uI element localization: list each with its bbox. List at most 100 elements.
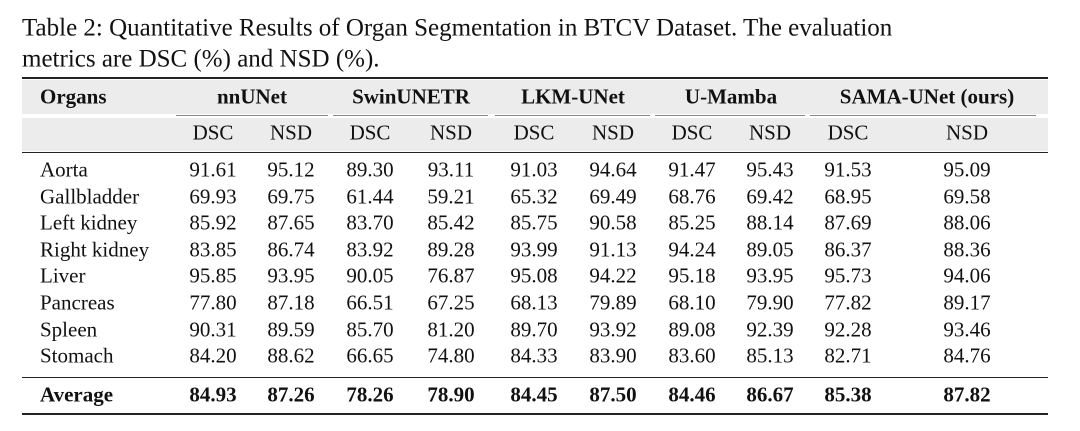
cell-value: 69.49 <box>589 184 637 209</box>
cell-value: 93.11 <box>427 157 475 182</box>
cell-value: 94.22 <box>589 263 637 288</box>
cell-value: 89.05 <box>746 237 794 262</box>
cell-value: 95.43 <box>746 157 794 182</box>
cell-value: 69.58 <box>943 184 991 209</box>
group-rule <box>333 115 488 116</box>
cell-value: 87.69 <box>824 210 872 235</box>
average-value: 84.93 <box>189 382 237 407</box>
group-header: LKM-UNet <box>521 84 625 109</box>
average-value: 87.26 <box>267 382 315 407</box>
row-label: Liver <box>40 263 86 288</box>
cell-value: 83.60 <box>668 343 716 368</box>
cell-value: 89.08 <box>668 317 716 342</box>
cell-value: 88.14 <box>746 210 794 235</box>
caption-line: Table 2: Quantitative Results of Organ S… <box>22 14 893 42</box>
cell-value: 66.65 <box>346 343 394 368</box>
cell-value: 79.89 <box>589 290 637 315</box>
cell-value: 95.12 <box>267 157 315 182</box>
cell-value: 85.13 <box>746 343 794 368</box>
cell-value: 92.39 <box>746 317 794 342</box>
average-value: 87.82 <box>943 382 991 407</box>
cell-value: 83.70 <box>346 210 394 235</box>
cell-value: 85.92 <box>189 210 237 235</box>
cell-value: 84.20 <box>189 343 237 368</box>
average-value: 78.26 <box>346 382 394 407</box>
cell-value: 89.30 <box>346 157 394 182</box>
group-rule <box>810 115 1036 116</box>
cell-value: 85.75 <box>510 210 558 235</box>
bottom-rule <box>22 413 1048 415</box>
top-rule <box>22 77 1048 79</box>
corner-header: Organs <box>40 84 107 109</box>
cell-value: 95.18 <box>668 263 716 288</box>
group-header: SwinUNETR <box>352 84 470 109</box>
subheader: NSD <box>748 120 792 145</box>
row-label: Gallbladder <box>40 184 140 209</box>
cell-value: 91.13 <box>589 237 637 262</box>
cell-value: 83.85 <box>189 237 237 262</box>
subheader-band <box>22 118 1048 151</box>
cell-value: 91.03 <box>510 157 558 182</box>
group-rule <box>655 115 805 116</box>
group-rule <box>495 115 650 116</box>
cell-value: 86.37 <box>824 237 872 262</box>
cell-value: 59.21 <box>427 184 475 209</box>
cell-value: 68.76 <box>668 184 716 209</box>
cell-value: 91.53 <box>824 157 872 182</box>
average-label: Average <box>40 382 114 407</box>
cell-value: 88.62 <box>267 343 315 368</box>
cell-value: 77.80 <box>189 290 237 315</box>
cell-value: 77.82 <box>824 290 872 315</box>
group-rule <box>176 115 328 116</box>
avg-rule <box>22 377 1048 378</box>
cell-value: 93.95 <box>267 263 315 288</box>
average-value: 85.38 <box>824 382 872 407</box>
cell-value: 85.25 <box>668 210 716 235</box>
subheader: DSC <box>671 120 713 145</box>
average-value: 86.67 <box>746 382 794 407</box>
cell-value: 95.85 <box>189 263 237 288</box>
cell-value: 90.31 <box>189 317 237 342</box>
cell-value: 91.61 <box>189 157 237 182</box>
cell-value: 84.76 <box>943 343 991 368</box>
average-value: 78.90 <box>427 382 475 407</box>
cell-value: 69.93 <box>189 184 237 209</box>
caption-line: metrics are DSC (%) and NSD (%). <box>22 45 380 73</box>
cell-value: 92.28 <box>824 317 872 342</box>
cell-value: 91.47 <box>668 157 716 182</box>
cell-value: 94.06 <box>943 263 991 288</box>
cell-value: 95.08 <box>510 263 558 288</box>
row-label: Aorta <box>40 157 88 182</box>
cell-value: 68.10 <box>668 290 716 315</box>
cell-value: 83.92 <box>346 237 394 262</box>
cell-value: 93.46 <box>943 317 991 342</box>
cell-value: 89.70 <box>510 317 558 342</box>
cell-value: 88.36 <box>943 237 991 262</box>
cell-value: 79.90 <box>746 290 794 315</box>
cell-value: 69.42 <box>746 184 794 209</box>
group-header: SAMA-UNet (ours) <box>839 84 1015 109</box>
cell-value: 66.51 <box>346 290 394 315</box>
subheader: NSD <box>269 120 313 145</box>
group-header: nnUNet <box>216 84 288 109</box>
cell-value: 69.75 <box>267 184 315 209</box>
header-band <box>22 80 1048 114</box>
cell-value: 61.44 <box>346 184 394 209</box>
subheader: DSC <box>192 120 234 145</box>
cell-value: 95.73 <box>824 263 872 288</box>
subheader: NSD <box>429 120 473 145</box>
mid-rule <box>22 152 1048 153</box>
cell-value: 85.70 <box>346 317 394 342</box>
cell-value: 94.24 <box>668 237 716 262</box>
cell-value: 93.99 <box>510 237 558 262</box>
cell-value: 90.05 <box>346 263 394 288</box>
cell-value: 83.90 <box>589 343 637 368</box>
group-header: U-Mamba <box>684 84 778 109</box>
cell-value: 90.58 <box>589 210 637 235</box>
subheader: DSC <box>349 120 391 145</box>
subheader: DSC <box>513 120 555 145</box>
cell-value: 94.64 <box>589 157 637 182</box>
cell-value: 93.95 <box>746 263 794 288</box>
cell-value: 89.17 <box>943 290 991 315</box>
cell-value: 85.42 <box>427 210 475 235</box>
